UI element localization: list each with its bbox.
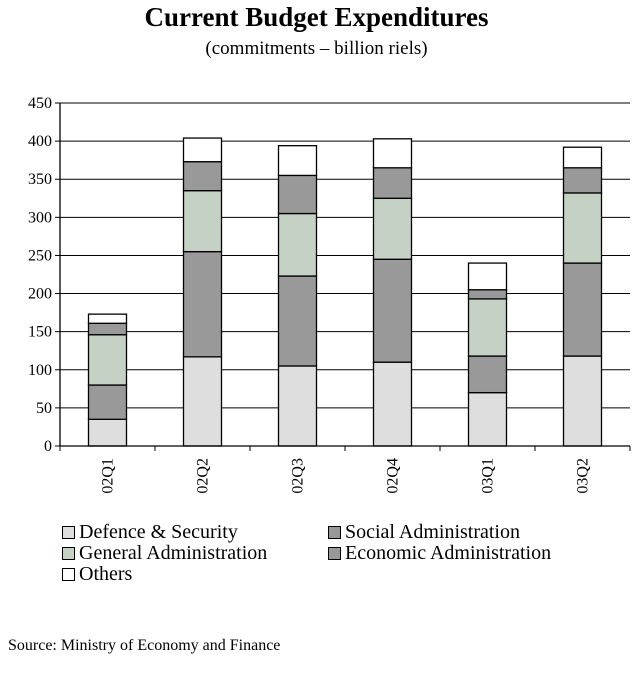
legend: Defence & Security Social Administration G…: [62, 522, 622, 588]
legend-item: Others: [62, 564, 132, 584]
source-note: Source: Ministry of Economy and Finance: [8, 637, 281, 654]
y-tick-label: 450: [28, 95, 52, 112]
bar-segment: [277, 212, 318, 277]
legend-item: Social Administration: [328, 522, 520, 542]
x-tick-label: 02Q3: [290, 458, 307, 494]
y-tick-label: 50: [36, 400, 52, 417]
legend-item: General Administration: [62, 543, 267, 563]
x-tick-label: 02Q2: [195, 458, 212, 494]
y-tick-label: 150: [28, 324, 52, 341]
bar-segment: [87, 334, 128, 386]
chart-plot: 0 50 100 150 200 250 300 350 400 450 02Q1 02Q2 02Q3 0…: [28, 95, 631, 494]
bar-segment: [182, 356, 223, 447]
legend-swatch: [62, 567, 75, 581]
bar-segment: [87, 313, 128, 324]
bar-segment: [277, 275, 318, 367]
y-tick-label: 350: [28, 171, 52, 188]
y-tick-label: 400: [28, 133, 52, 150]
y-tick-label: 200: [28, 286, 52, 303]
bar-segment: [182, 250, 223, 358]
bar-segment: [87, 384, 128, 420]
legend-label: Economic Administration: [345, 542, 552, 564]
axes: 0 50 100 150 200 250 300 350 400 450 02Q1 02Q2 02Q3 0…: [28, 95, 631, 494]
bar-segment: [372, 138, 413, 169]
y-tick-label: 250: [28, 247, 52, 264]
bar-segment: [562, 262, 603, 357]
legend-item: Defence & Security: [62, 522, 238, 542]
bar-segment: [87, 418, 128, 447]
legend-swatch: [328, 525, 341, 539]
y-tick-label: 300: [28, 209, 52, 226]
y-tick-label: 100: [28, 362, 52, 379]
bars: [87, 137, 603, 447]
bar-segment: [467, 262, 508, 291]
x-tick-label: 03Q1: [480, 458, 497, 494]
bar-segment: [467, 355, 508, 394]
bar-segment: [182, 161, 223, 192]
bar-segment: [372, 258, 413, 363]
bar-segment: [562, 146, 603, 169]
legend-label: General Administration: [79, 542, 268, 564]
bar-segment: [372, 361, 413, 447]
chart-subtitle: (commitments – billion riels): [205, 38, 428, 59]
bar-segment: [372, 197, 413, 260]
x-tick-label: 03Q2: [575, 458, 592, 494]
y-tick-label: 0: [44, 438, 52, 455]
legend-swatch: [62, 525, 75, 539]
bar-segment: [277, 365, 318, 447]
legend-label: Others: [79, 563, 133, 585]
bar-segment: [562, 167, 603, 194]
x-tick-label: 02Q1: [100, 458, 117, 494]
gridlines: [60, 102, 630, 409]
bar-segment: [277, 145, 318, 177]
bar-segment: [562, 192, 603, 264]
legend-swatch: [62, 546, 75, 560]
chart-title: Current Budget Expenditures: [144, 2, 489, 32]
legend-item: Economic Administration: [328, 543, 551, 563]
legend-label: Defence & Security: [79, 521, 238, 543]
legend-swatch: [328, 546, 341, 560]
bar-segment: [372, 167, 413, 199]
bar-segment: [87, 322, 128, 336]
bar-segment: [467, 391, 508, 447]
legend-label: Social Administration: [345, 521, 520, 543]
bar-segment: [467, 289, 508, 300]
x-tick-label: 02Q4: [385, 458, 402, 494]
bar-segment: [182, 137, 223, 163]
bar-segment: [277, 174, 318, 215]
bar-segment: [562, 355, 603, 447]
bar-segment: [182, 190, 223, 253]
bar-segment: [467, 298, 508, 357]
